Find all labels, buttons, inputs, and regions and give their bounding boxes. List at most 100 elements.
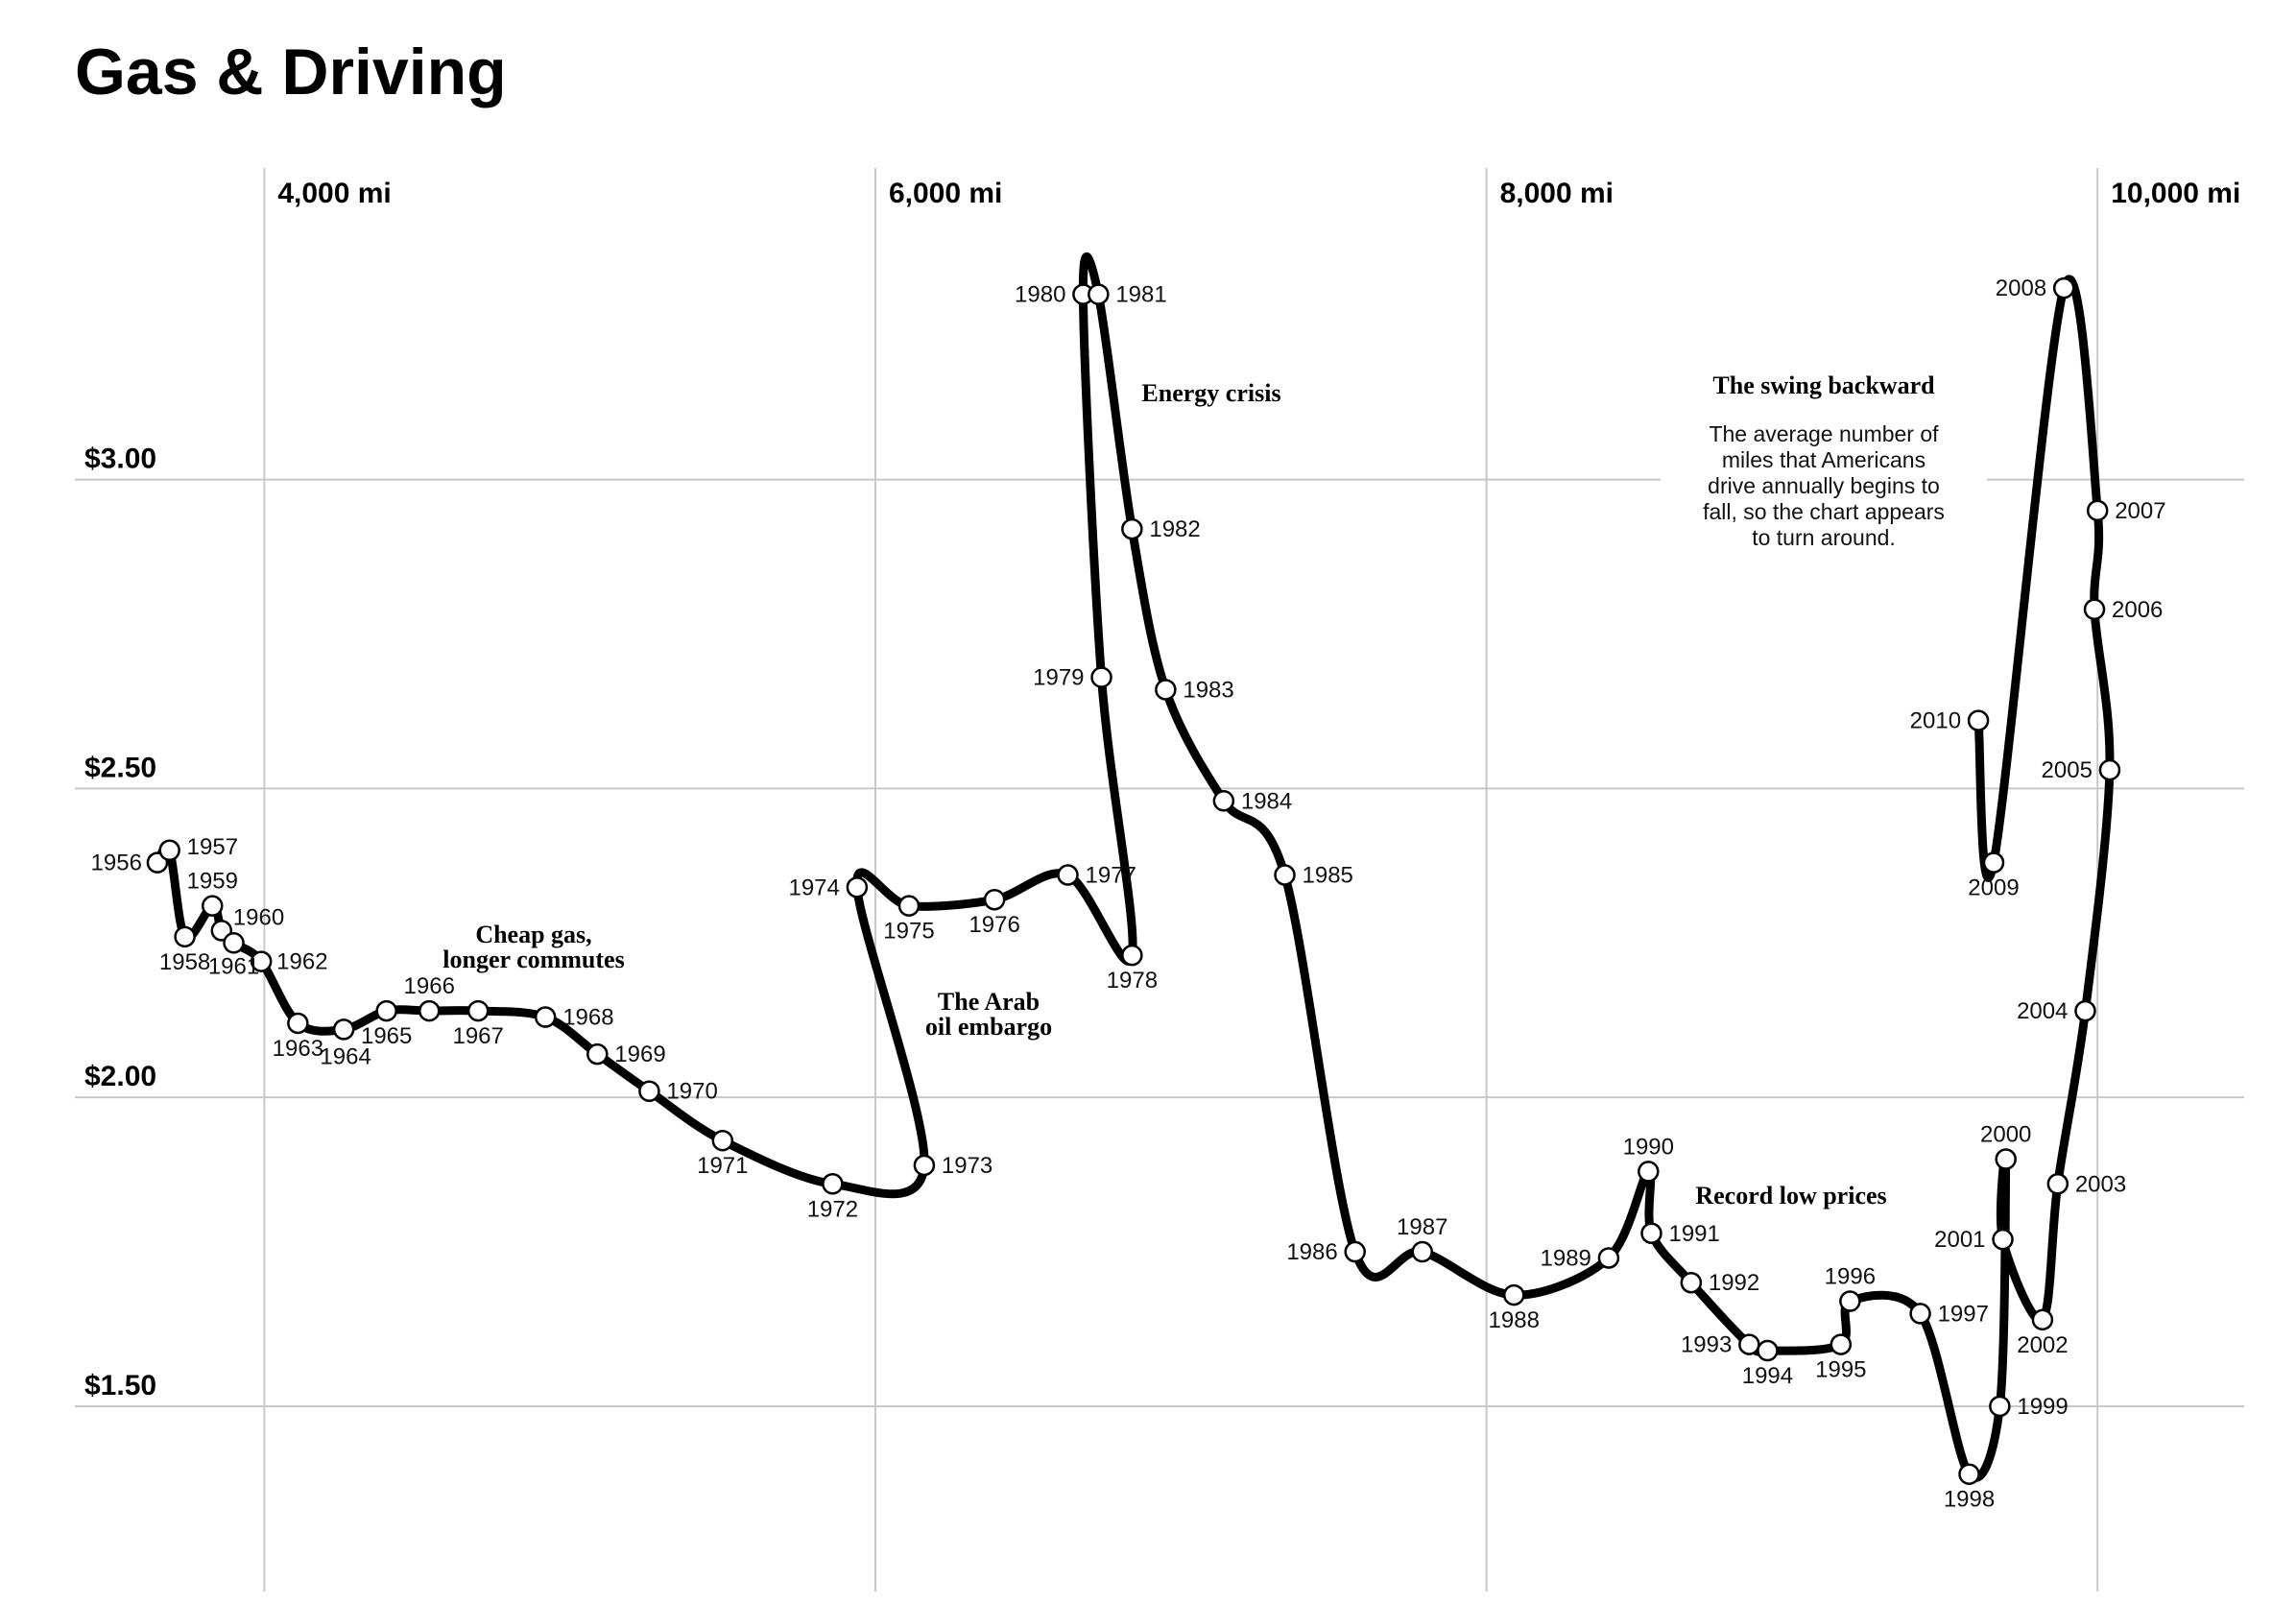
year-label: 1967	[452, 1023, 503, 1049]
data-point	[1502, 1283, 1525, 1306]
year-label: 1998	[1944, 1487, 1995, 1513]
year-label: 1994	[1742, 1363, 1793, 1389]
data-point	[1992, 1228, 2014, 1251]
data-point	[534, 1006, 557, 1028]
annotations: Cheap gas, longer commutes The Arab oil emb…	[442, 363, 1987, 1210]
data-point	[174, 925, 196, 948]
year-label: 1991	[1668, 1221, 1719, 1247]
y-tick-label: $2.50	[84, 752, 156, 783]
year-label: 2008	[1996, 275, 2046, 301]
year-label: 1992	[1709, 1270, 1759, 1296]
year-label: 1969	[614, 1042, 665, 1067]
year-label: 1999	[2017, 1394, 2068, 1420]
annotation-heading: Energy crisis	[1141, 379, 1280, 407]
data-point	[466, 999, 490, 1022]
y-tick-label: $1.50	[84, 1370, 156, 1401]
year-label: 2005	[2042, 757, 2093, 783]
year-label: 1968	[562, 1005, 613, 1031]
y-tick-label: $2.00	[84, 1061, 156, 1092]
year-label: 1975	[883, 919, 934, 945]
data-point	[1738, 1333, 1760, 1355]
year-label: 1977	[1086, 863, 1136, 889]
data-point	[223, 932, 245, 954]
year-label: 1978	[1107, 968, 1158, 994]
data-point	[201, 895, 224, 917]
data-point	[2031, 1308, 2054, 1331]
year-label: 2004	[2017, 998, 2068, 1024]
data-point	[1155, 679, 1177, 701]
year-label: 1993	[1681, 1332, 1732, 1358]
data-point	[1088, 283, 1110, 305]
data-point	[638, 1080, 660, 1102]
data-point	[913, 1154, 936, 1177]
year-label: 2002	[2017, 1332, 2068, 1358]
annotation-heading: Cheap gas, longer commutes	[442, 921, 624, 973]
annotation: The swing backward The average number of m…	[1661, 363, 1987, 550]
data-point	[822, 1173, 844, 1195]
data-point	[1638, 1161, 1660, 1183]
annotation: The Arab oil embargo	[925, 988, 1052, 1041]
data-point	[1839, 1290, 1861, 1312]
year-label: 1980	[1015, 282, 1065, 308]
year-label: 1987	[1397, 1214, 1447, 1240]
data-point	[1274, 864, 1296, 886]
year-label: 1972	[807, 1196, 858, 1222]
x-tick-label: 10,000 mi	[2111, 178, 2240, 209]
data-point	[1982, 851, 2005, 874]
year-label: 1981	[1115, 282, 1166, 308]
year-label: 1982	[1149, 516, 1200, 542]
year-label: 1958	[159, 949, 210, 975]
data-point	[418, 999, 441, 1022]
year-label: 1997	[1938, 1301, 1989, 1327]
year-label: 1964	[320, 1043, 371, 1069]
year-label: 1989	[1541, 1245, 1591, 1271]
y-tick-label: $3.00	[84, 443, 156, 475]
year-label: 1962	[276, 949, 327, 975]
year-label: 1985	[1303, 863, 1353, 889]
year-label: 1970	[666, 1079, 717, 1105]
data-point	[1090, 666, 1112, 688]
year-label: 1961	[208, 953, 259, 979]
year-label: 1966	[404, 973, 455, 999]
year-label: 1983	[1183, 677, 1233, 703]
data-point	[158, 839, 180, 862]
annotation: Energy crisis	[1141, 379, 1280, 407]
year-label: 1986	[1286, 1239, 1337, 1265]
year-label: 1990	[1623, 1134, 1674, 1160]
annotation-heading: Record low prices	[1695, 1182, 1886, 1210]
data-point	[1909, 1303, 1931, 1325]
data-point	[2074, 999, 2096, 1022]
year-label: 1996	[1825, 1264, 1876, 1290]
annotation-backdrop	[1661, 363, 1987, 532]
data-point	[1989, 1395, 2011, 1418]
data-point	[1967, 709, 1990, 731]
x-tick-label: 6,000 mi	[889, 178, 1002, 209]
data-point	[2098, 758, 2121, 781]
data-point	[983, 888, 1006, 911]
annotation-body: The average number of miles that American…	[1703, 421, 1945, 550]
x-tick-label: 8,000 mi	[1500, 178, 1614, 209]
data-point	[1680, 1271, 1703, 1294]
data-point	[287, 1012, 309, 1035]
chart-title: Gas & Driving	[75, 36, 507, 108]
year-label: 1965	[361, 1023, 412, 1049]
data-point	[1212, 790, 1235, 812]
year-labels: 1956 1957 1958 1959 1960 1961 1962 196319641965…	[91, 275, 2166, 1513]
data-point	[1057, 864, 1079, 886]
year-label: 2001	[1934, 1227, 1985, 1253]
data-point	[375, 999, 397, 1022]
data-point	[332, 1018, 355, 1041]
year-label: 1995	[1815, 1357, 1866, 1383]
year-label: 1973	[942, 1153, 993, 1179]
year-label: 2007	[2115, 498, 2165, 524]
data-point	[1757, 1339, 1779, 1362]
data-point	[1830, 1333, 1853, 1355]
data-point	[2052, 276, 2075, 299]
year-label: 1976	[969, 912, 1019, 938]
data-point	[1640, 1222, 1662, 1244]
year-label: 1974	[788, 874, 839, 900]
year-label: 1979	[1033, 665, 1084, 691]
data-point	[711, 1129, 734, 1152]
year-label: 1988	[1489, 1307, 1540, 1333]
